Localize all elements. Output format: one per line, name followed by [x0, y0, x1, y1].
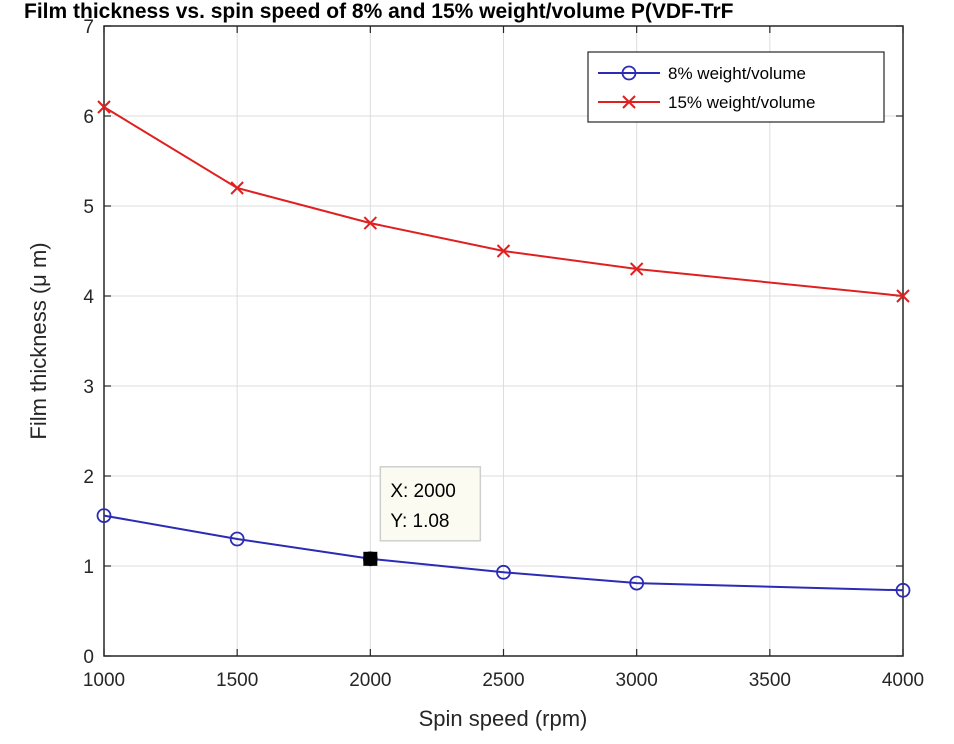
- y-tick-label: 0: [83, 647, 94, 668]
- legend-marker-1: [621, 65, 637, 81]
- y-tick-label: 1: [83, 557, 94, 578]
- series-1-point: [229, 531, 245, 547]
- x-tick-label: 3500: [749, 670, 791, 691]
- datatip-x-text: X: 2000: [390, 481, 456, 502]
- legend-label-2: 15% weight/volume: [668, 93, 815, 112]
- axis-ticks: 1000 1500 2000 2500 3000 3500 4000 0 1 2 3 4 5 6 7: [83, 17, 924, 691]
- x-axis-label: Spin speed (rpm): [419, 706, 588, 731]
- series-line-1: [103, 514, 904, 592]
- legend-label-1: 8% weight/volume: [668, 64, 806, 83]
- y-tick-label: 7: [83, 17, 94, 38]
- datatip-y-text: Y: 1.08: [390, 511, 449, 532]
- series-1-point: [895, 582, 911, 598]
- series-line-2: [103, 106, 904, 297]
- series-2-point: [97, 100, 111, 114]
- series-2-point: [896, 289, 910, 303]
- datatip[interactable]: X: 2000 Y: 1.08: [363, 466, 482, 566]
- y-axis-label: Film thickness (μ m): [26, 242, 51, 439]
- x-tick-label: 2000: [349, 670, 391, 691]
- y-tick-label: 6: [83, 107, 94, 128]
- x-tick-label: 1500: [216, 670, 258, 691]
- series-2-point: [496, 244, 511, 258]
- x-tick-label: 3000: [616, 670, 658, 691]
- datatip-box: [379, 466, 482, 542]
- legend: 8% weight/volume 15% weight/volume: [587, 51, 885, 123]
- series-2-point: [629, 262, 644, 276]
- x-tick-label: 1000: [83, 670, 125, 691]
- datatip-marker[interactable]: [363, 551, 378, 566]
- chart-title: Film thickness vs. spin speed of 8% and …: [24, 0, 734, 23]
- y-tick-label: 4: [83, 287, 94, 308]
- x-tick-label: 4000: [882, 670, 924, 691]
- series-2-point: [230, 181, 244, 195]
- series-2-point: [363, 216, 378, 230]
- y-tick-label: 2: [83, 467, 94, 488]
- series-1-point: [96, 508, 112, 523]
- series-1-point: [629, 575, 645, 591]
- series-layer: [96, 100, 911, 598]
- x-tick-label: 2500: [482, 670, 524, 691]
- legend-box: [587, 51, 885, 123]
- series-1-point: [496, 564, 511, 580]
- y-tick-label: 5: [83, 197, 94, 218]
- legend-marker-2: [622, 95, 636, 109]
- y-tick-label: 3: [83, 377, 94, 398]
